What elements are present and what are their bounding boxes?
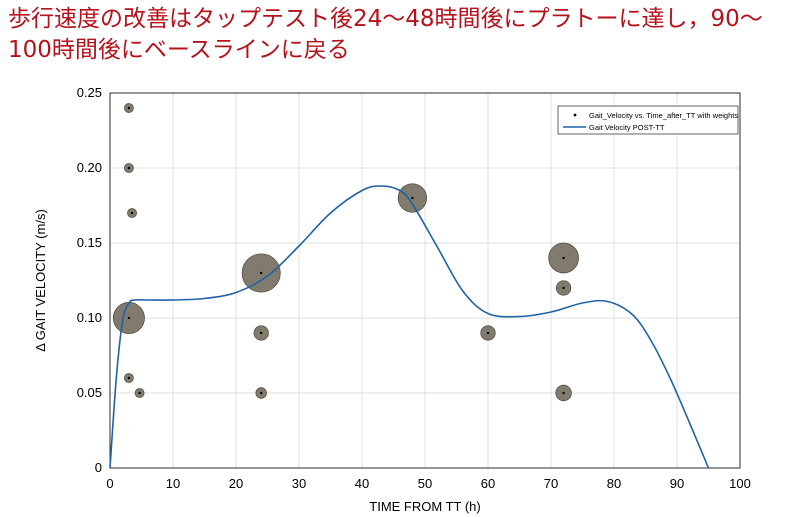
- bubble-series: [112, 103, 579, 402]
- x-tick-label: 100: [729, 476, 751, 491]
- legend: Gait_Velocity vs. Time_after_TT with wei…: [557, 105, 739, 135]
- bubble-center-dot: [127, 316, 131, 320]
- x-axis-label: TIME FROM TT (h): [369, 499, 480, 514]
- bubble-center-dot: [260, 331, 263, 335]
- y-tick-labels: 0 0.05 0.10 0.15 0.20 0.25: [77, 85, 102, 475]
- legend-marker-dot: [573, 113, 577, 117]
- y-tick-label: 0.05: [77, 385, 102, 400]
- y-tick-label: 0.20: [77, 160, 102, 175]
- x-tick-label: 40: [355, 476, 369, 491]
- x-tick-label: 90: [670, 476, 684, 491]
- grid-lines: [109, 92, 741, 469]
- bubble-center-dot: [411, 196, 414, 200]
- bubble-center-dot: [562, 286, 565, 290]
- bubble-center-dot: [486, 331, 490, 335]
- bubble-center-dot: [562, 391, 565, 395]
- slide-title: 歩行速度の改善はタップテスト後24～48時間後にプラトーに達し，90～100時間…: [8, 6, 763, 63]
- x-tick-label: 70: [544, 476, 558, 491]
- x-tick-label: 30: [292, 476, 306, 491]
- y-axis-label: Δ GAIT VELOCITY (m/s): [33, 209, 48, 352]
- x-tick-labels: 0 10 20 30 40 50 60 70 80 90 100: [106, 476, 750, 491]
- x-tick-label: 10: [166, 476, 180, 491]
- bubble-center-dot: [260, 271, 263, 275]
- bubble-center-dot: [127, 376, 131, 380]
- x-tick-label: 60: [481, 476, 495, 491]
- bubble-center-dot: [562, 256, 565, 260]
- x-tick-label: 80: [607, 476, 621, 491]
- bubble-center-dot: [138, 391, 141, 395]
- y-tick-label: 0.25: [77, 85, 102, 100]
- plot-frame: [109, 92, 741, 469]
- x-tick-label: 50: [418, 476, 432, 491]
- legend-entry-line: Gait Velocity POST-TT: [589, 123, 665, 132]
- y-tick-label: 0.15: [77, 235, 102, 250]
- legend-entry-bubbles: Gait_Velocity vs. Time_after_TT with wei…: [589, 111, 738, 120]
- bubble-center-dot: [130, 211, 134, 215]
- legend-box: [557, 105, 739, 135]
- y-tick-label: 0.10: [77, 310, 102, 325]
- bubble-center-dot: [260, 391, 263, 395]
- x-tick-label: 0: [106, 476, 113, 491]
- bubble-center-dot: [127, 166, 131, 170]
- fit-line: [109, 185, 710, 469]
- bubble-center-dot: [127, 106, 131, 110]
- x-tick-label: 20: [229, 476, 243, 491]
- y-tick-label: 0: [95, 460, 102, 475]
